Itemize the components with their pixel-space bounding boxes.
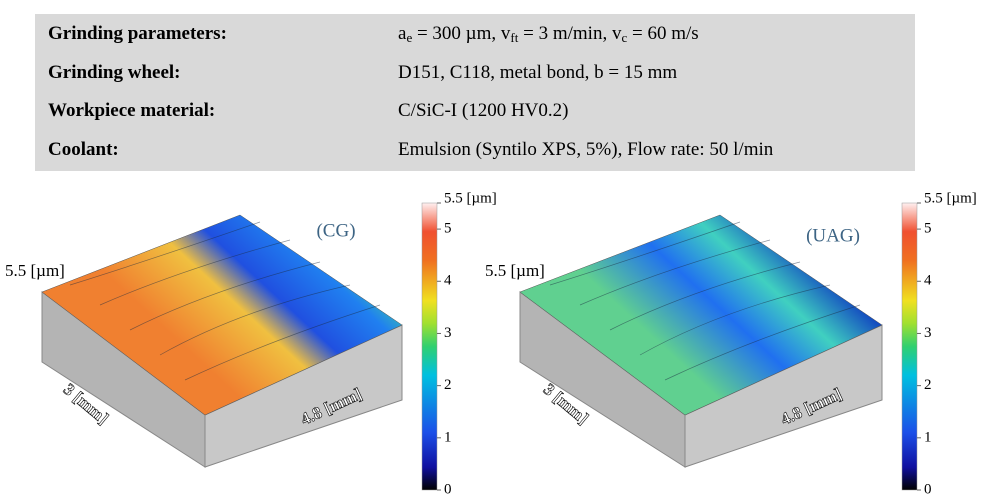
row-value: D151, C118, metal bond, b = 15 mm (398, 54, 677, 92)
parameter-table: Grinding parameters: ae = 300 µm, vft = 3… (35, 14, 915, 171)
row-label: Grinding parameters: (48, 23, 227, 44)
surface-cg (41, 214, 403, 468)
row-value: Emulsion (Syntilo XPS, 5%), Flow rate: 5… (398, 131, 773, 169)
colorbar-tick-label: 5 (924, 221, 932, 237)
z-axis-label: 5.5 [µm] (485, 261, 545, 280)
row-label: Grinding wheel: (48, 61, 181, 83)
subscript: ft (510, 30, 519, 45)
table-row: Grinding wheel: D151, C118, metal bond, b… (35, 54, 915, 92)
colorbar (421, 202, 438, 491)
plot-label: (UAG) (806, 225, 860, 246)
colorbar-tick-label: 0 (924, 481, 932, 497)
value-text: = 60 m/s (627, 23, 699, 44)
z-axis-label: 5.5 [µm] (5, 261, 65, 280)
colorbar (901, 202, 918, 491)
plot-label: (CG) (316, 220, 355, 241)
value-text: = 3 m/min, v (518, 23, 622, 44)
value-text: D151, C118, metal bond, b = 15 mm (398, 61, 678, 83)
table-row: Grinding parameters: ae = 300 µm, vft = 3… (35, 15, 915, 53)
value-text: C/SiC-I (1200 HV0.2) (398, 100, 569, 121)
surface-uag (519, 214, 883, 468)
value-text: a (398, 23, 407, 44)
row-value: C/SiC-I (1200 HV0.2) (398, 92, 568, 130)
value-text: Emulsion (Syntilo XPS, 5%), Flow rate: 5… (398, 138, 774, 160)
value-text: = 300 µm, v (412, 23, 511, 44)
colorbar-tick-label: 3 (444, 325, 452, 341)
colorbar-tick-label: 5.5 [µm] (444, 190, 497, 206)
colorbar-tick-label: 1 (924, 429, 932, 445)
table-row: Workpiece material: C/SiC-I (1200 HV0.2) (35, 92, 915, 130)
colorbar-tick-label: 1 (444, 429, 452, 445)
row-label: Workpiece material: (48, 100, 216, 121)
colorbar-tick-label: 0 (444, 481, 452, 497)
colorbar-tick-label: 2 (924, 377, 932, 393)
subscript: e (406, 30, 413, 45)
row-value: ae = 300 µm, vft = 3 m/min, vc = 60 m/s (398, 15, 699, 53)
colorbar-tick-label: 4 (444, 273, 452, 289)
subscript: c (621, 30, 628, 45)
table-row: Coolant: Emulsion (Syntilo XPS, 5%), Flow… (35, 131, 915, 169)
row-label: Coolant: (48, 138, 119, 160)
colorbar-tick-label: 5 (444, 221, 452, 237)
colorbar-tick-label: 4 (924, 273, 932, 289)
colorbar-tick-label: 5.5 [µm] (924, 190, 977, 206)
colorbar-tick-label: 3 (924, 325, 932, 341)
colorbar-tick-label: 2 (444, 377, 452, 393)
